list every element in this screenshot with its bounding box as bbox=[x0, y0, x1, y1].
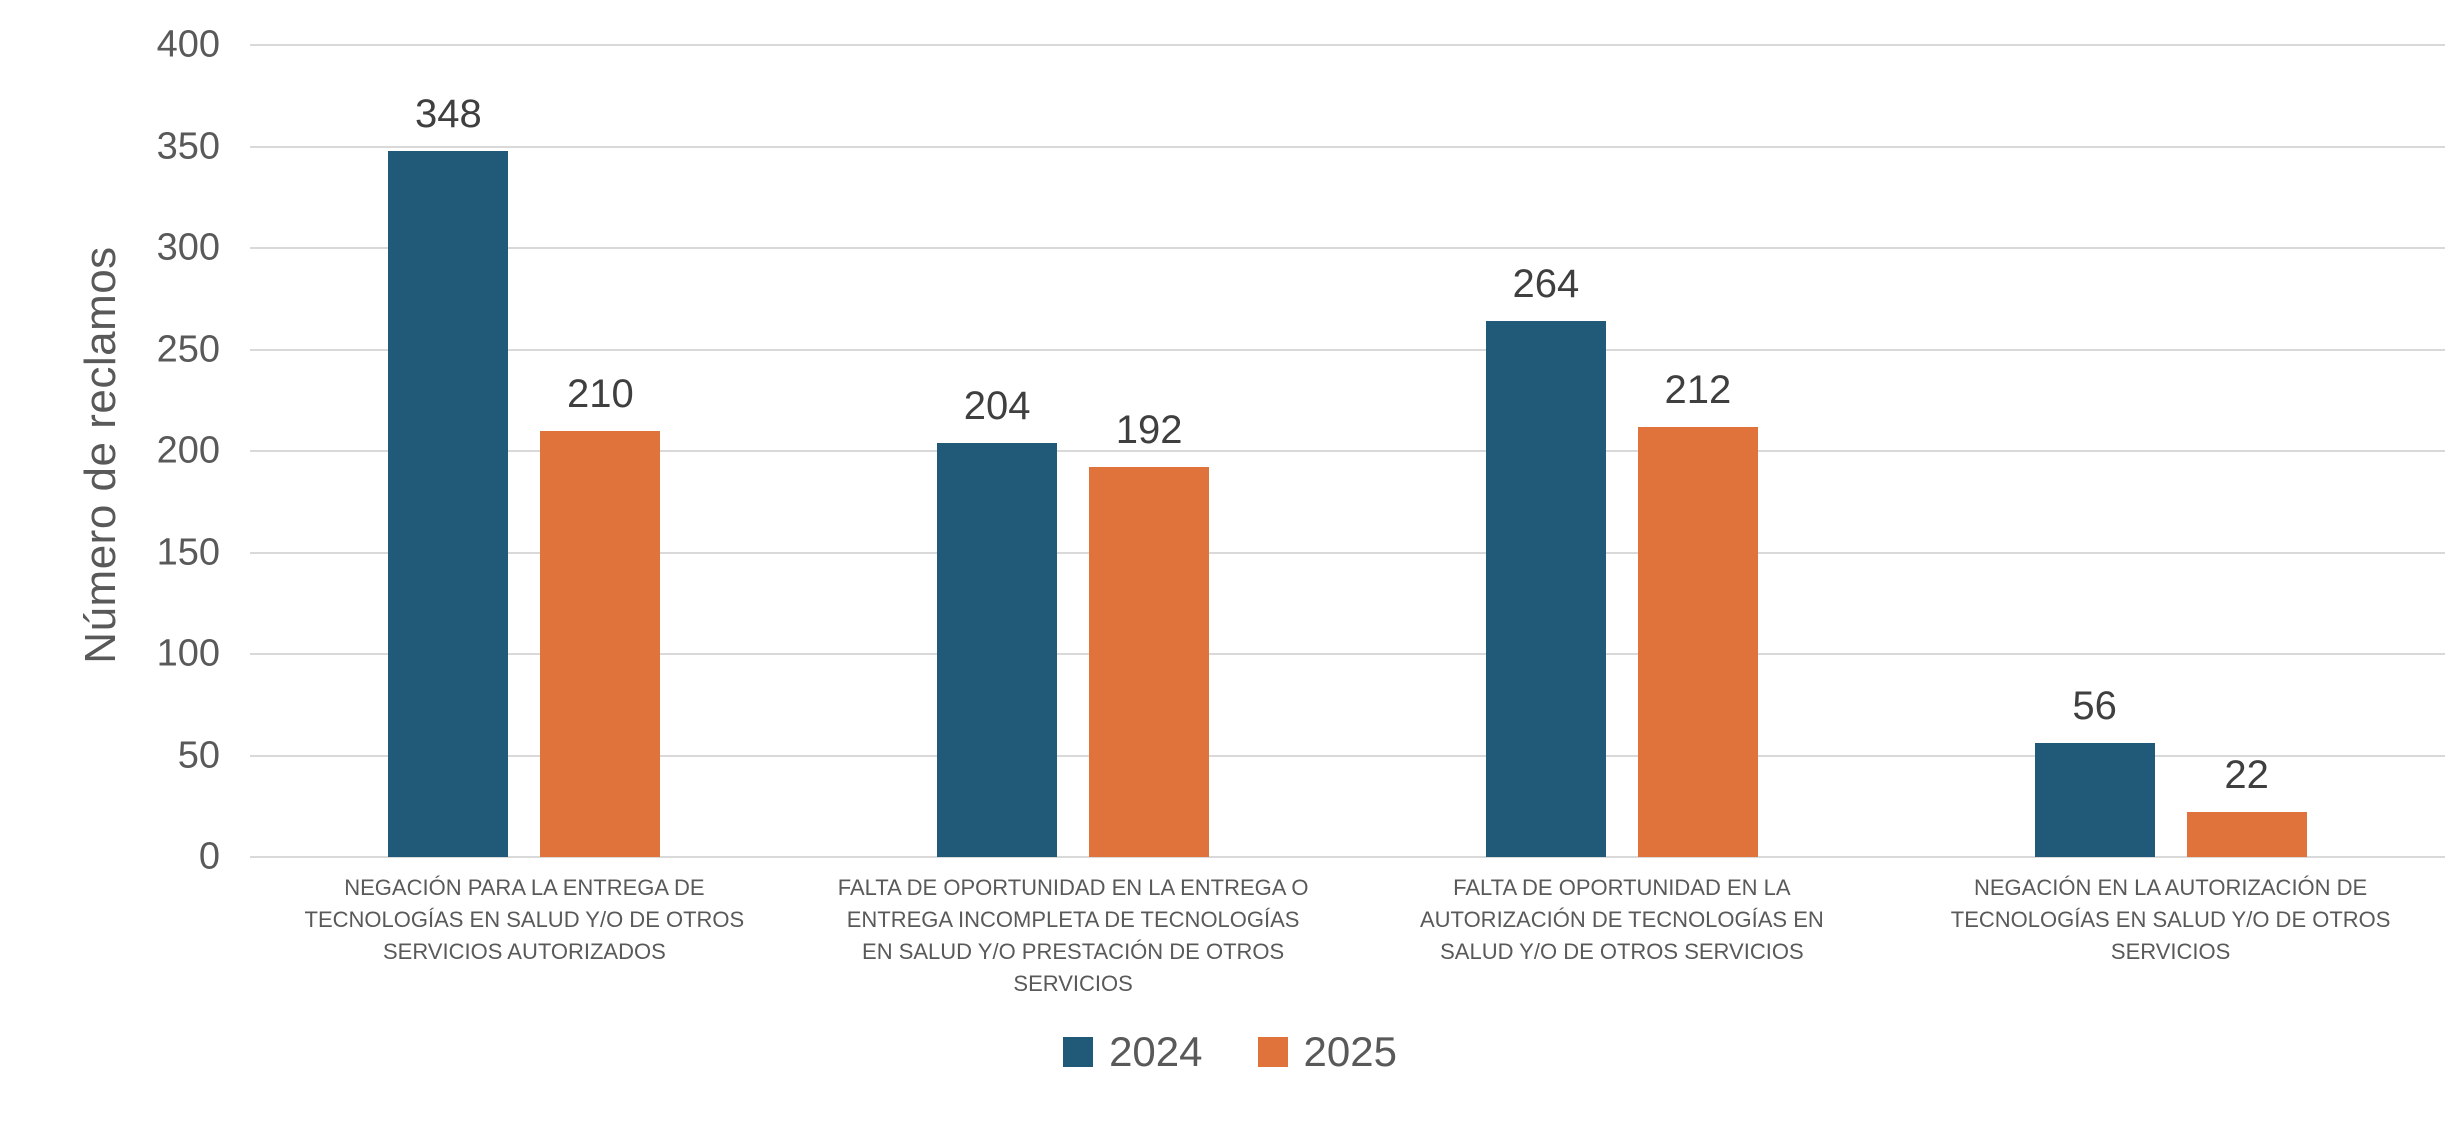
bar-groups: 348 210 204 192 264 212 56 22 bbox=[250, 45, 2445, 857]
legend-label: 2025 bbox=[1303, 1028, 1397, 1075]
gridline-250 bbox=[250, 348, 2445, 351]
gridline-100 bbox=[250, 653, 2445, 655]
bar-column-2024-2: 204 bbox=[937, 45, 1058, 857]
gridline-400 bbox=[250, 44, 2445, 46]
bar-value-label: 192 bbox=[1115, 408, 1183, 453]
bar-2025-1 bbox=[540, 430, 661, 857]
bar-value-label: 210 bbox=[567, 371, 634, 416]
category-label-text: NEGACIÓN EN LA AUTORIZACIÓN DE TECNOLOGÍ… bbox=[1950, 875, 2391, 964]
plot-area: 348 210 204 192 264 212 56 22 bbox=[250, 44, 2445, 858]
legend-label: 2024 bbox=[1109, 1028, 1203, 1075]
y-tick-label-100: 100 bbox=[156, 632, 220, 675]
category-label-1: NEGACIÓN PARA LA ENTREGA DE TECNOLOGÍAS … bbox=[250, 872, 799, 1000]
bar-value-label: 56 bbox=[2072, 684, 2117, 729]
bar-column-2024-4: 56 bbox=[2034, 45, 2155, 857]
legend-swatch-icon bbox=[1063, 1037, 1094, 1067]
bar-group-4: 56 22 bbox=[1896, 45, 2445, 857]
category-label-text: FALTA DE OPORTUNIDAD EN LA AUTORIZACIÓN … bbox=[1419, 875, 1824, 964]
y-tick-label-150: 150 bbox=[156, 531, 220, 573]
bar-group-2: 204 192 bbox=[799, 45, 1348, 857]
category-label-3: FALTA DE OPORTUNIDAD EN LA AUTORIZACIÓN … bbox=[1348, 872, 1897, 1000]
y-tick-label-50: 50 bbox=[177, 734, 220, 776]
bar-column-2024-3: 264 bbox=[1485, 45, 1606, 857]
y-tick-label-300: 300 bbox=[156, 226, 220, 269]
y-tick-label-350: 350 bbox=[156, 125, 220, 167]
gridline-50 bbox=[250, 754, 2445, 757]
y-tick-label-250: 250 bbox=[156, 328, 220, 370]
bar-2024-2 bbox=[937, 442, 1058, 857]
legend-item-2025: 2025 bbox=[1257, 1028, 1397, 1076]
bar-column-2025-2: 192 bbox=[1089, 45, 1210, 857]
bar-value-label: 204 bbox=[963, 383, 1031, 428]
bar-column-2025-3: 212 bbox=[1637, 45, 1758, 857]
category-label-2: FALTA DE OPORTUNIDAD EN LA ENTREGA O ENT… bbox=[799, 872, 1348, 1000]
y-tick-label-200: 200 bbox=[156, 429, 220, 472]
bar-column-2024-1: 348 bbox=[388, 45, 509, 857]
bar-2024-4 bbox=[2034, 743, 2155, 857]
x-axis-labels: NEGACIÓN PARA LA ENTREGA DE TECNOLOGÍAS … bbox=[250, 872, 2445, 1000]
category-label-text: NEGACIÓN PARA LA ENTREGA DE TECNOLOGÍAS … bbox=[304, 875, 745, 964]
bar-2025-3 bbox=[1637, 426, 1758, 857]
y-tick-label-400: 400 bbox=[156, 23, 220, 66]
bar-group-1: 348 210 bbox=[250, 45, 799, 857]
gridline-0 bbox=[250, 856, 2445, 858]
bar-column-2025-4: 22 bbox=[2186, 45, 2307, 857]
bar-value-label: 348 bbox=[415, 91, 482, 136]
bar-value-label: 212 bbox=[1664, 367, 1732, 412]
category-label-text: FALTA DE OPORTUNIDAD EN LA ENTREGA O ENT… bbox=[837, 875, 1309, 996]
gridline-300 bbox=[250, 247, 2445, 249]
legend-item-2024: 2024 bbox=[1063, 1028, 1203, 1076]
gridline-200 bbox=[250, 450, 2445, 452]
y-axis-ticks: 400 350 300 250 200 150 100 50 0 bbox=[90, 24, 220, 878]
gridline-150 bbox=[250, 551, 2445, 554]
legend: 2024 2025 bbox=[0, 1028, 2460, 1076]
bar-value-label: 264 bbox=[1512, 262, 1580, 307]
y-tick-label-0: 0 bbox=[198, 835, 220, 878]
bar-2024-1 bbox=[388, 150, 509, 857]
bar-group-3: 264 212 bbox=[1348, 45, 1897, 857]
bar-2025-4 bbox=[2186, 812, 2307, 857]
bar-value-label: 22 bbox=[2224, 753, 2269, 798]
gridline-350 bbox=[250, 145, 2445, 148]
bar-2024-3 bbox=[1485, 321, 1606, 857]
bar-2025-2 bbox=[1089, 467, 1210, 857]
category-label-4: NEGACIÓN EN LA AUTORIZACIÓN DE TECNOLOGÍ… bbox=[1896, 872, 2445, 1000]
bar-column-2025-1: 210 bbox=[540, 45, 661, 857]
legend-swatch-icon bbox=[1257, 1037, 1288, 1067]
